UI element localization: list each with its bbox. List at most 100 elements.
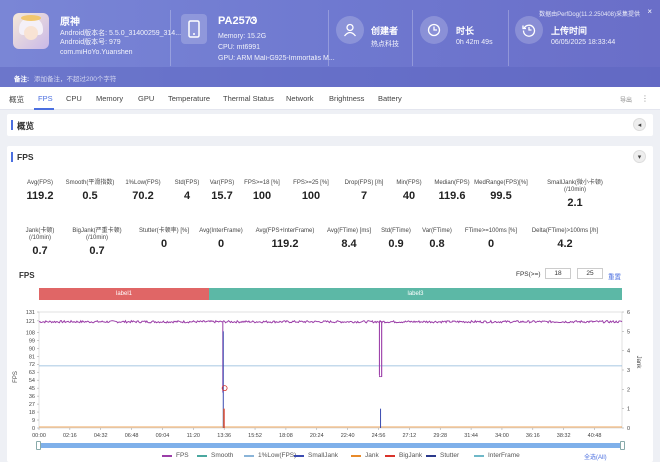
legend-item[interactable]: FPS (162, 452, 189, 459)
note-input[interactable]: 添加备注，不超过200个字符 (33, 76, 117, 83)
duration-title: 时长 (456, 26, 475, 36)
stat-stats1-10: MedRange(FPS)[%] 99.5 (466, 180, 536, 202)
tab-overview[interactable]: 概览 (9, 95, 24, 104)
legend-item[interactable]: Smooth (197, 452, 233, 459)
app-name: 原神 (60, 17, 80, 28)
device-gpu: GPU: ARM Mali-G925-Immortalis M... (218, 55, 335, 62)
stat-label: Min(FPS) (396, 180, 422, 186)
stat-label: Median(FPS) (434, 180, 470, 186)
stat-label: 1%Low(FPS) (125, 180, 161, 186)
stat-label: Std(FTime) (381, 228, 411, 234)
stat-value: 100 (301, 190, 321, 202)
stat-stats2-7: Var(FTime) 0.8 (402, 228, 472, 250)
stat-label: Delta(FTime)>100ms [/h] (531, 228, 599, 234)
stat-stats2-6: Std(FTime) 0.9 (361, 228, 431, 250)
stat-label: Std(FPS) (174, 180, 200, 186)
device-name: PA2573 (218, 15, 257, 27)
stat-value: 2.1 (567, 197, 583, 209)
stat-stats2-5: Avg(FTime) [ms] 8.4 (314, 228, 384, 250)
stat-value: 0.7 (32, 245, 48, 257)
stat-label: Smooth(平滑指数) (65, 180, 115, 186)
stat-label: MedRange(FPS)[%] (474, 180, 528, 186)
legend-label: SmallJank (308, 452, 338, 459)
fps-threshold-input-1[interactable]: 18 (545, 268, 571, 279)
reset-button[interactable]: 重置 (608, 274, 621, 281)
legend-label: Stutter (440, 452, 460, 459)
fps-section-title: FPS (7, 146, 653, 168)
stat-stats2-1: BigJank(严重卡顿) (/10min) 0.7 (62, 228, 132, 257)
stat-label: BigJank(严重卡顿) (/10min) (72, 228, 122, 241)
report-header: 原神 Android版本名: 5.5.0_31400259_314... And… (0, 0, 660, 87)
history-icon (515, 16, 543, 44)
legend-item[interactable]: SmallJank (294, 452, 338, 459)
stat-value: 0.9 (388, 238, 404, 250)
note-label: 备注: (14, 76, 30, 83)
stat-label: FPS>=18 [%] (244, 180, 280, 186)
time-range-slider[interactable] (39, 443, 622, 448)
stat-stats2-3: Avg(InterFrame) 0 (186, 228, 256, 250)
app-package: com.miHoYo.Yuanshen (60, 49, 133, 56)
tab-brightness[interactable]: Brightness (329, 94, 365, 103)
note-bar[interactable]: 备注: 添加备注，不超过200个字符 (0, 67, 660, 87)
creator-value: 热点科技 (371, 41, 399, 48)
fps-threshold-input-2[interactable]: 25 (577, 268, 603, 279)
select-all-button[interactable]: 全选(All) (584, 455, 607, 461)
tab-fps[interactable]: FPS (38, 94, 53, 103)
collapse-overview-button[interactable]: ◂ (633, 118, 646, 131)
legend-item[interactable]: BigJank (385, 452, 422, 459)
label-bar-3[interactable]: label3 (209, 288, 622, 300)
stat-value: 8.4 (341, 238, 357, 250)
legend-label: InterFrame (488, 452, 520, 459)
stat-label: FPS>=25 [%] (293, 180, 329, 186)
tab-gpu[interactable]: GPU (138, 94, 155, 103)
legend-item[interactable]: InterFrame (474, 452, 520, 459)
device-memory: Memory: 15.2G (218, 33, 267, 40)
stat-label: SmallJank(微小卡顿) (/10min) (547, 180, 603, 193)
stat-value: 0.7 (89, 245, 105, 257)
label-bar-1[interactable]: label1 (39, 288, 209, 300)
stat-label: Avg(FPS+InterFrame) (255, 228, 315, 234)
stat-value: 99.5 (490, 190, 512, 202)
stat-label: FTime>=100ms [%] (464, 228, 518, 234)
collapse-fps-button[interactable]: ▾ (633, 150, 646, 163)
stat-stats1-6: FPS>=25 [%] 100 (276, 180, 346, 202)
range-handle-left[interactable] (36, 441, 41, 450)
stat-value: 0 (217, 238, 225, 250)
legend-item[interactable]: Stutter (426, 452, 459, 459)
tab-cpu[interactable]: CPU (66, 94, 82, 103)
device-info-icon[interactable]: i (250, 17, 257, 24)
stat-value: 70.2 (132, 190, 154, 202)
stat-stats1-9: Median(FPS) 119.6 (417, 180, 487, 202)
legend-item[interactable]: 1%Low(FPS) (244, 452, 296, 459)
menu-icon[interactable]: ⋮ (641, 94, 649, 103)
stat-value: 0.5 (82, 190, 98, 202)
stat-value: 4.2 (557, 238, 573, 250)
overview-title: 概览 (7, 114, 653, 136)
legend-item[interactable]: Jank (351, 452, 379, 459)
stat-label: Jank(卡顿) (/10min) (25, 228, 55, 241)
tab-memory[interactable]: Memory (96, 94, 124, 103)
tab-temperature[interactable]: Temperature (168, 94, 211, 103)
legend-label: Jank (365, 452, 379, 459)
export-button[interactable]: 导出 (619, 98, 632, 104)
stat-label: Var(FPS) (209, 180, 235, 186)
tab-battery[interactable]: Battery (378, 94, 402, 103)
range-handle-right[interactable] (620, 441, 625, 450)
stat-label: Var(FTime) (422, 228, 452, 234)
stat-value: 15.7 (211, 190, 233, 202)
stat-label: Avg(InterFrame) (199, 228, 243, 234)
fps-threshold-label: FPS(>=) (516, 271, 541, 278)
creator-title: 创建者 (371, 26, 399, 36)
stat-value: 100 (252, 190, 272, 202)
duration-value: 0h 42m 49s (456, 39, 493, 46)
stat-label: Stutter(卡顿率) [%] (138, 228, 189, 234)
tab-thermal-status[interactable]: Thermal Status (223, 94, 274, 103)
legend-swatch (426, 454, 436, 457)
upload-title: 上传时间 (551, 26, 588, 36)
tab-network[interactable]: Network (286, 94, 314, 103)
stat-label: Drop(FPS) [/h] (344, 180, 384, 186)
stat-stats1-11: SmallJank(微小卡顿) (/10min) 2.1 (540, 180, 610, 209)
stat-value: 119.6 (438, 190, 466, 202)
close-icon[interactable]: × (647, 7, 652, 16)
tab-bar: 概览 FPS CPU Memory GPU Temperature Therma… (0, 87, 660, 110)
